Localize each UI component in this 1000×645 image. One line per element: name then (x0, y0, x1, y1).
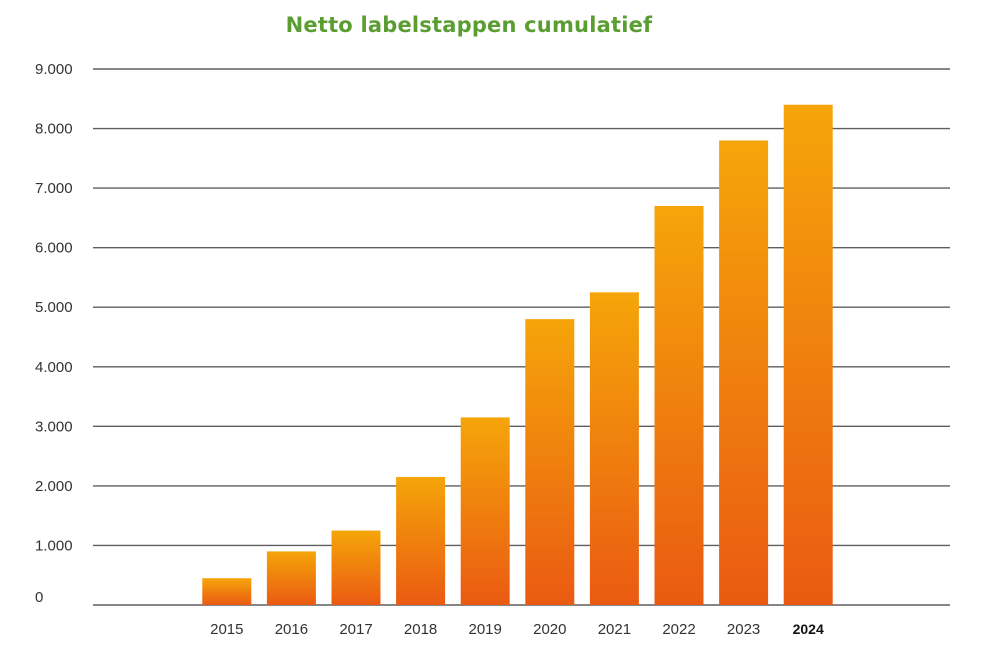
bar-2021 (589, 292, 639, 605)
y-tick-label-1: 1.000 (35, 537, 73, 554)
y-tick-label-8: 8.000 (35, 121, 73, 138)
bar-2018 (396, 476, 446, 605)
y-tick-label-5: 5.000 (35, 299, 73, 316)
y-tick-label-7: 7.000 (35, 180, 73, 197)
bar-2023 (719, 140, 769, 605)
bar-2016 (266, 551, 316, 605)
x-tick-label-2022: 2022 (662, 621, 695, 638)
y-tick-label-0: 0 (35, 589, 43, 606)
y-tick-label-9: 9.000 (35, 61, 73, 78)
x-tick-label-2016: 2016 (275, 621, 308, 638)
bar-2020 (525, 319, 575, 605)
y-tick-label-3: 3.000 (35, 418, 73, 435)
bar-2017 (331, 530, 381, 605)
y-tick-label-4: 4.000 (35, 359, 73, 376)
x-tick-label-2023: 2023 (727, 621, 760, 638)
x-tick-label-2021: 2021 (598, 621, 631, 638)
x-tick-label-2018: 2018 (404, 621, 437, 638)
bar-2015 (202, 578, 252, 605)
bar-2022 (654, 205, 704, 605)
bar-2019 (460, 417, 510, 605)
y-tick-label-6: 6.000 (35, 240, 73, 257)
bar-2024 (783, 104, 833, 605)
x-tick-label-2020: 2020 (533, 621, 566, 638)
x-tick-label-2019: 2019 (469, 621, 502, 638)
x-tick-label-2024: 2024 (793, 621, 824, 637)
x-tick-label-2017: 2017 (339, 621, 372, 638)
x-tick-label-2015: 2015 (210, 621, 243, 638)
chart-title: Netto labelstappen cumulatief (285, 13, 653, 37)
y-tick-label-2: 2.000 (35, 478, 73, 495)
